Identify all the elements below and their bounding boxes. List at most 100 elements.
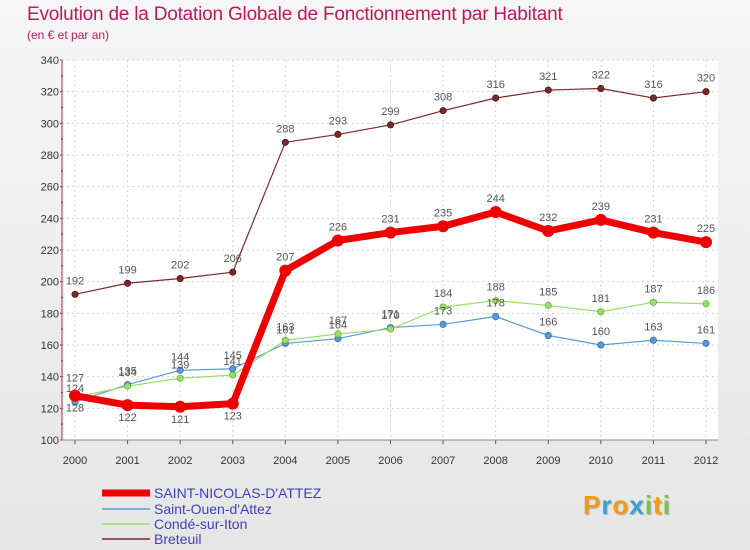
data-point — [174, 400, 187, 413]
data-label: 161 — [276, 324, 294, 336]
chart-title: Evolution de la Dotation Globale de Fonc… — [27, 4, 563, 25]
data-point — [439, 107, 447, 115]
y-tick-label: 300 — [41, 118, 59, 130]
data-point — [226, 397, 239, 410]
data-label: 167 — [329, 315, 347, 327]
data-point — [176, 374, 184, 382]
data-point — [331, 234, 344, 247]
data-label: 187 — [644, 283, 662, 295]
data-label: 206 — [224, 253, 242, 265]
data-label: 128 — [66, 403, 84, 415]
data-label: 123 — [224, 411, 242, 423]
data-point — [386, 325, 394, 333]
data-label: 163 — [276, 321, 294, 333]
data-label: 244 — [486, 193, 504, 205]
data-point — [334, 330, 342, 338]
y-tick-label: 340 — [41, 55, 59, 67]
data-label: 124 — [66, 383, 84, 395]
data-point — [334, 130, 342, 138]
data-label: 202 — [171, 260, 189, 272]
data-point — [544, 86, 552, 94]
x-tick-label: 2001 — [115, 455, 139, 467]
data-point — [492, 297, 500, 305]
data-label: 186 — [697, 285, 715, 297]
x-tick-label: 2006 — [378, 455, 402, 467]
data-label: 171 — [381, 309, 399, 321]
data-label: 181 — [592, 293, 610, 305]
data-label: 166 — [539, 317, 557, 329]
data-point — [492, 94, 500, 102]
logo-letter: r — [601, 490, 613, 520]
data-point — [384, 226, 397, 239]
data-label: 184 — [434, 288, 452, 300]
x-tick-label: 2000 — [63, 455, 87, 467]
data-label: 232 — [539, 212, 557, 224]
data-label: 160 — [592, 326, 610, 338]
data-label: 239 — [592, 201, 610, 213]
data-label: 308 — [434, 92, 452, 104]
data-label: 170 — [381, 310, 399, 322]
data-label: 299 — [381, 106, 399, 118]
data-point — [649, 94, 657, 102]
legend-label-saint-nicolas: SAINT-NICOLAS-D'ATTEZ — [154, 485, 322, 501]
x-tick-label: 2005 — [326, 455, 350, 467]
data-label: 316 — [486, 79, 504, 91]
data-point — [649, 336, 657, 344]
data-label: 207 — [276, 252, 294, 264]
data-point — [492, 312, 500, 320]
y-tick-label: 100 — [41, 435, 59, 447]
data-label: 322 — [592, 70, 610, 82]
data-point — [702, 88, 710, 96]
data-point — [597, 308, 605, 316]
data-point — [597, 85, 605, 93]
data-point — [649, 298, 657, 306]
series-0 — [69, 206, 712, 413]
y-tick-label: 260 — [41, 182, 59, 194]
data-point — [124, 279, 132, 287]
data-point — [439, 320, 447, 328]
y-tick-label: 320 — [41, 87, 59, 99]
data-point — [594, 213, 607, 226]
x-tick-label: 2002 — [168, 455, 192, 467]
data-label: 226 — [329, 222, 347, 234]
data-point — [281, 336, 289, 344]
data-point — [386, 121, 394, 129]
data-point — [702, 339, 710, 347]
data-label: 185 — [539, 286, 557, 298]
data-label: 288 — [276, 123, 294, 135]
y-tick-label: 120 — [41, 403, 59, 415]
data-label: 225 — [697, 223, 715, 235]
data-point — [281, 138, 289, 146]
data-label: 178 — [486, 298, 504, 310]
data-point — [437, 220, 450, 233]
logo-letter: x — [629, 490, 645, 520]
y-tick-label: 240 — [41, 213, 59, 225]
y-tick-label: 160 — [41, 340, 59, 352]
logo-letter: i — [662, 490, 671, 520]
data-label: 164 — [329, 320, 347, 332]
data-label: 139 — [171, 359, 189, 371]
data-label: 192 — [66, 275, 84, 287]
logo-letter: t — [653, 490, 663, 520]
data-label: 141 — [224, 356, 242, 368]
data-point — [439, 303, 447, 311]
y-tick-label: 280 — [41, 150, 59, 162]
x-tick-label: 2012 — [694, 455, 718, 467]
legend-label-saint-ouen: Saint-Ouen-d'Attez — [154, 501, 272, 517]
logo-letter: P — [583, 490, 602, 520]
data-label: 121 — [171, 414, 189, 426]
x-tick-label: 2010 — [589, 455, 613, 467]
series-3 — [71, 85, 710, 298]
data-point — [700, 236, 712, 249]
data-label: 320 — [697, 73, 715, 85]
data-point — [647, 226, 660, 239]
x-tick-label: 2009 — [536, 455, 560, 467]
proxiti-logo: Proxiti — [583, 490, 671, 521]
data-label: 231 — [644, 214, 662, 226]
data-point — [597, 341, 605, 349]
y-tick-label: 180 — [41, 308, 59, 320]
data-label: 235 — [434, 207, 452, 219]
data-point — [124, 382, 132, 390]
data-label: 122 — [118, 412, 136, 424]
data-label: 199 — [118, 264, 136, 276]
